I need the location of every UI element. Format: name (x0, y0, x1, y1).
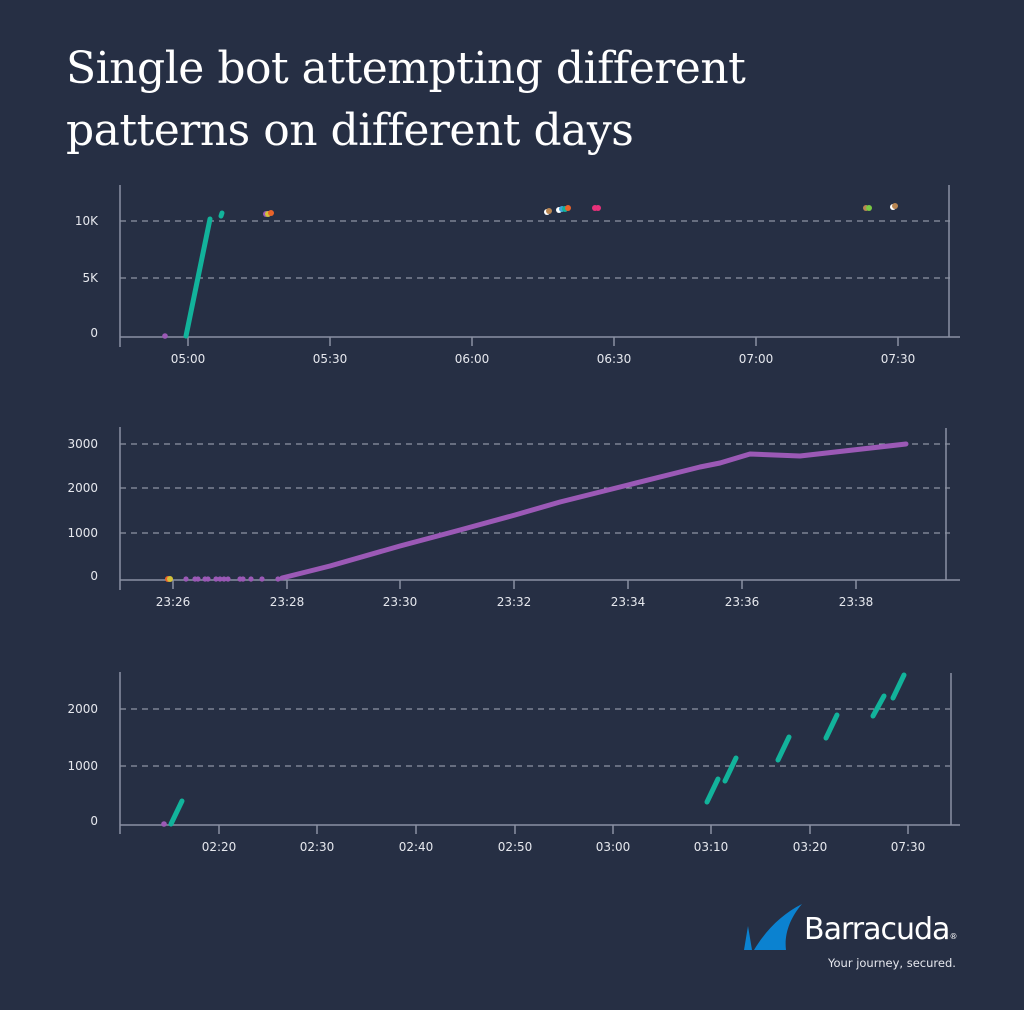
svg-text:05:00: 05:00 (171, 352, 206, 366)
chart-1-gridlines (120, 220, 950, 279)
svg-text:10K: 10K (75, 214, 99, 228)
chart-1-data (162, 203, 898, 339)
svg-text:23:28: 23:28 (270, 595, 305, 609)
svg-text:0: 0 (90, 326, 98, 340)
svg-text:07:30: 07:30 (891, 840, 926, 854)
barracuda-logo: Barracuda® Your journey, secured. (742, 898, 972, 978)
svg-text:02:20: 02:20 (202, 840, 237, 854)
chart-2-gridlines (120, 443, 950, 534)
svg-text:23:34: 23:34 (611, 595, 646, 609)
svg-text:23:32: 23:32 (497, 595, 532, 609)
svg-text:02:50: 02:50 (498, 840, 533, 854)
brand-name: Barracuda® (804, 912, 957, 947)
chart-1-x-labels: 05:00 05:30 06:00 06:30 07:00 07:30 (171, 352, 916, 366)
shark-fin-icon (744, 904, 802, 950)
svg-text:0: 0 (90, 814, 98, 828)
svg-text:2000: 2000 (67, 702, 98, 716)
page-title: Single bot attempting different patterns… (66, 43, 746, 156)
svg-text:2000: 2000 (67, 481, 98, 495)
svg-text:05:30: 05:30 (313, 352, 348, 366)
svg-text:07:30: 07:30 (881, 352, 916, 366)
svg-text:5K: 5K (82, 271, 99, 285)
svg-text:3000: 3000 (67, 437, 98, 451)
chart-2-y-labels: 3000 2000 1000 0 (67, 437, 98, 583)
brand-tagline: Your journey, secured. (828, 956, 956, 970)
chart-2-x-labels: 23:26 23:28 23:30 23:32 23:34 23:36 23:3… (156, 595, 874, 609)
chart-2-plot: 3000 2000 1000 0 23:26 23:28 23:30 23:32… (67, 427, 960, 609)
chart-2-data (165, 441, 909, 582)
svg-text:23:26: 23:26 (156, 595, 191, 609)
svg-text:03:10: 03:10 (694, 840, 729, 854)
svg-text:23:30: 23:30 (383, 595, 418, 609)
svg-text:0: 0 (90, 569, 98, 583)
svg-text:1000: 1000 (67, 526, 98, 540)
chart-1: 10K 5K 0 05:00 05:30 06:00 06:30 07:00 0… (0, 180, 1024, 370)
svg-text:06:30: 06:30 (597, 352, 632, 366)
svg-text:03:00: 03:00 (596, 840, 631, 854)
chart-3: 2000 1000 0 02:20 02:30 02:40 02:50 03:0… (0, 660, 1024, 860)
svg-text:1000: 1000 (67, 759, 98, 773)
svg-text:07:00: 07:00 (739, 352, 774, 366)
chart-3-x-labels: 02:20 02:30 02:40 02:50 03:00 03:10 03:2… (202, 840, 926, 854)
chart-1-axes (119, 185, 960, 347)
svg-text:23:38: 23:38 (839, 595, 874, 609)
chart-3-y-labels: 2000 1000 0 (67, 702, 98, 828)
chart-3-data (161, 672, 907, 827)
chart-3-axes (119, 672, 960, 834)
chart-1-y-labels: 10K 5K 0 (75, 214, 99, 340)
svg-text:02:30: 02:30 (300, 840, 335, 854)
svg-text:03:20: 03:20 (793, 840, 828, 854)
svg-text:23:36: 23:36 (725, 595, 760, 609)
svg-text:02:40: 02:40 (399, 840, 434, 854)
chart-3-plot: 2000 1000 0 02:20 02:30 02:40 02:50 03:0… (67, 672, 960, 854)
chart-1-plot: 10K 5K 0 05:00 05:30 06:00 06:30 07:00 0… (75, 185, 960, 366)
chart-2: 3000 2000 1000 0 23:26 23:28 23:30 23:32… (0, 420, 1024, 610)
svg-text:06:00: 06:00 (455, 352, 490, 366)
